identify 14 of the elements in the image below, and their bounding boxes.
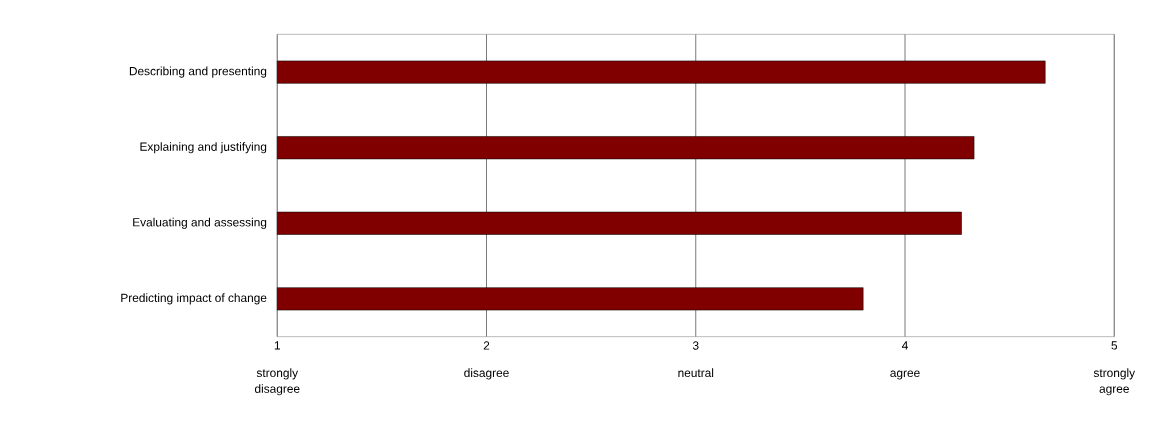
text: disagree bbox=[464, 368, 509, 380]
x-tick-label: 2 bbox=[483, 341, 490, 350]
y-tick-label: Describing and presenting bbox=[129, 66, 267, 78]
x-tick-label: 5 bbox=[1111, 341, 1118, 350]
x-tick-label: 1 bbox=[274, 341, 280, 350]
text: neutral bbox=[678, 368, 714, 378]
x-tick-label: 4 bbox=[901, 341, 908, 350]
x-tick-label: 3 bbox=[692, 341, 699, 350]
y-tick-label: Explaining and justifying bbox=[140, 142, 267, 154]
text: agree bbox=[890, 370, 920, 380]
y-tick-label: Predicting impact of change bbox=[121, 293, 267, 305]
y-tick-label: Evaluating and assessing bbox=[133, 217, 267, 229]
text: strongly disagree bbox=[254, 368, 300, 396]
text: strongly agree bbox=[1093, 368, 1136, 396]
